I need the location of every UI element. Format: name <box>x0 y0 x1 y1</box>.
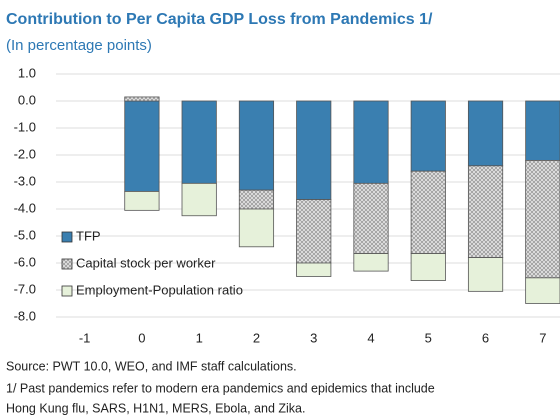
x-tick-label: 5 <box>425 330 432 345</box>
x-tick-label: 7 <box>539 330 546 345</box>
legend-label: TFP <box>76 228 101 243</box>
bar <box>296 199 332 264</box>
x-tick-label: 3 <box>310 330 317 345</box>
x-tick-label: -1 <box>79 330 91 345</box>
y-tick-label: -6.0 <box>14 254 36 269</box>
y-tick-label: 0.0 <box>18 92 36 107</box>
bar <box>296 262 332 277</box>
x-tick-label: 2 <box>253 330 260 345</box>
footnote: 1/ Past pandemics refer to modern era pa… <box>6 381 435 395</box>
bar <box>410 170 446 254</box>
bar <box>410 253 446 281</box>
x-tick-label: 0 <box>138 330 145 345</box>
chart-title: Contribution to Per Capita GDP Loss from… <box>6 11 433 28</box>
footnote: Hong Kung flu, SARS, H1N1, MERS, Ebola, … <box>6 401 305 415</box>
bar <box>238 100 275 191</box>
bar <box>525 100 560 161</box>
legend-swatch <box>61 285 73 297</box>
x-tick-label: 1 <box>196 330 203 345</box>
bar <box>467 100 504 167</box>
y-tick-label: -7.0 <box>14 281 36 296</box>
bar <box>124 191 160 211</box>
legend-label: Capital stock per worker <box>76 255 216 270</box>
y-tick-label: 1.0 <box>18 65 36 80</box>
bar <box>181 100 217 184</box>
bar <box>296 100 332 200</box>
y-tick-label: -4.0 <box>14 200 36 215</box>
bar <box>467 165 504 259</box>
bar <box>238 189 275 210</box>
x-tick-label: 6 <box>482 330 489 345</box>
bar <box>181 182 217 217</box>
source-note: Source: PWT 10.0, WEO, and IMF staff cal… <box>6 359 297 373</box>
bar <box>124 100 160 192</box>
bar <box>467 257 504 292</box>
legend-label: Employment-Population ratio <box>76 282 243 297</box>
bar <box>410 100 446 172</box>
bar <box>353 182 389 254</box>
chart-subtitle: (In percentage points) <box>6 37 152 54</box>
bar <box>353 100 389 184</box>
y-tick-label: -8.0 <box>14 308 36 323</box>
bar <box>238 208 275 248</box>
bar <box>525 159 560 279</box>
legend-swatch <box>61 231 73 243</box>
bar <box>124 96 160 102</box>
legend-swatch <box>61 258 73 270</box>
bar <box>353 253 389 272</box>
y-tick-label: -5.0 <box>14 227 36 242</box>
y-tick-label: -1.0 <box>14 119 36 134</box>
x-tick-label: 4 <box>367 330 374 345</box>
y-tick-label: -3.0 <box>14 173 36 188</box>
bar <box>525 277 560 304</box>
y-tick-label: -2.0 <box>14 146 36 161</box>
